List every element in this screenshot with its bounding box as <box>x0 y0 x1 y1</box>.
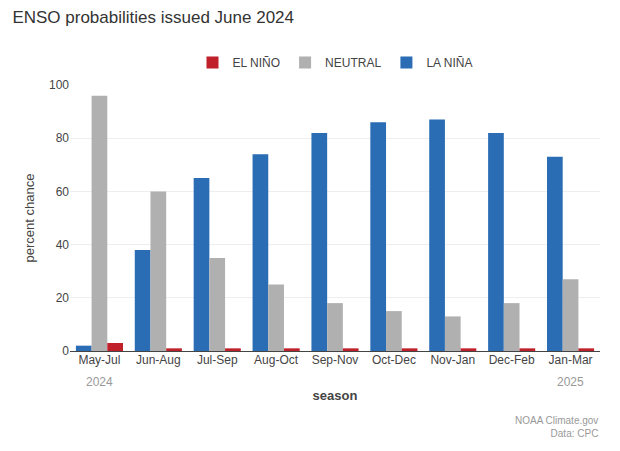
svg-text:80: 80 <box>56 131 70 145</box>
svg-text:2024: 2024 <box>86 375 113 389</box>
svg-text:ENSO probabilities issued June: ENSO probabilities issued June 2024 <box>12 8 294 27</box>
svg-text:2025: 2025 <box>557 375 584 389</box>
svg-text:May-Jul: May-Jul <box>78 353 120 367</box>
svg-text:0: 0 <box>62 344 69 358</box>
svg-text:Jul-Sep: Jul-Sep <box>197 353 238 367</box>
svg-text:NEUTRAL: NEUTRAL <box>325 56 381 70</box>
svg-text:20: 20 <box>56 291 70 305</box>
svg-text:Sep-Nov: Sep-Nov <box>312 353 359 367</box>
svg-text:percent chance: percent chance <box>22 174 37 263</box>
svg-text:LA NIÑA: LA NIÑA <box>426 56 472 70</box>
svg-text:Jan-Mar: Jan-Mar <box>549 353 593 367</box>
svg-text:Oct-Dec: Oct-Dec <box>372 353 416 367</box>
svg-text:EL NIÑO: EL NIÑO <box>233 56 281 70</box>
svg-text:Aug-Oct: Aug-Oct <box>254 353 299 367</box>
svg-text:100: 100 <box>49 78 69 92</box>
svg-text:NOAA Climate.govData: CPC: NOAA Climate.govData: CPC <box>515 415 598 439</box>
svg-text:40: 40 <box>56 238 70 252</box>
svg-text:Jun-Aug: Jun-Aug <box>136 353 181 367</box>
svg-text:Dec-Feb: Dec-Feb <box>489 353 535 367</box>
svg-text:season: season <box>313 388 358 403</box>
svg-text:60: 60 <box>56 185 70 199</box>
svg-text:Nov-Jan: Nov-Jan <box>430 353 475 367</box>
